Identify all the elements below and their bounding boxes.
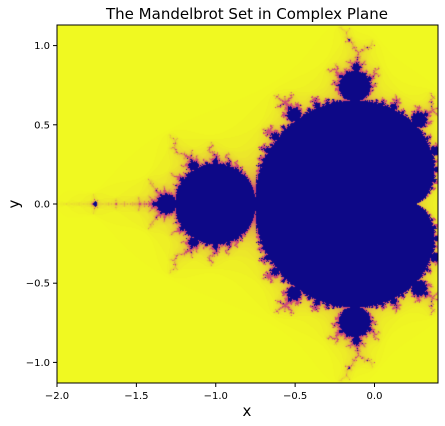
x-tick-label: −1.0 xyxy=(204,391,228,402)
x-axis-label: x xyxy=(243,402,252,420)
x-tick-label: −0.5 xyxy=(283,391,307,402)
x-axis-ticks: −2.0 −1.5 −1.0 −0.5 0.0 xyxy=(45,383,383,402)
chart-title: The Mandelbrot Set in Complex Plane xyxy=(105,5,388,23)
y-tick-label: −1.0 xyxy=(26,358,50,369)
y-tick-label: 0.5 xyxy=(34,120,50,131)
y-tick-label: 1.0 xyxy=(34,41,50,52)
y-tick-label: −0.5 xyxy=(26,279,50,290)
mandelbrot-heatmap xyxy=(57,25,438,383)
x-tick-label: −2.0 xyxy=(45,391,69,402)
y-axis-ticks: −1.0 −0.5 0.0 0.5 1.0 xyxy=(26,41,57,369)
x-tick-label: −1.5 xyxy=(124,391,148,402)
x-tick-label: 0.0 xyxy=(367,391,383,402)
y-axis-label: y xyxy=(5,199,23,208)
y-tick-label: 0.0 xyxy=(34,200,50,211)
